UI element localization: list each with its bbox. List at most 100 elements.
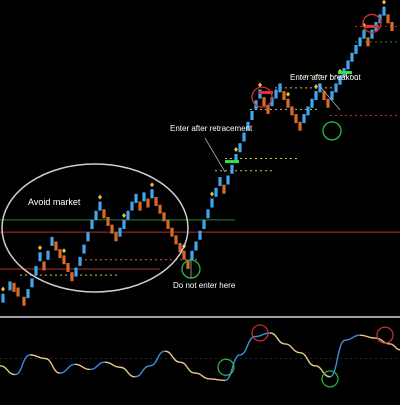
brick-down bbox=[114, 232, 118, 242]
oscillator-segment bbox=[329, 339, 346, 378]
brick-down bbox=[366, 37, 370, 47]
brick-down bbox=[294, 114, 298, 124]
oscillator-segment bbox=[374, 337, 391, 345]
brick-up bbox=[202, 220, 206, 230]
brick-up bbox=[338, 75, 342, 85]
entry-marker bbox=[259, 90, 273, 94]
brick-up bbox=[314, 91, 318, 101]
oscillator-segment bbox=[14, 354, 31, 376]
signal-circle bbox=[322, 121, 342, 141]
brick-down bbox=[262, 97, 266, 107]
brick-down bbox=[16, 287, 20, 297]
annotation-enter-retracement-pointer bbox=[204, 137, 226, 173]
brick-up bbox=[30, 278, 34, 288]
brick-down bbox=[386, 14, 390, 24]
signal-circle bbox=[362, 13, 382, 34]
oscillator-circle bbox=[251, 324, 269, 342]
annotation-do-not-enter: Do not enter here bbox=[173, 258, 236, 290]
oscillator-panel bbox=[0, 324, 400, 388]
brick-up bbox=[218, 177, 222, 187]
brick-down bbox=[12, 282, 16, 292]
brick-up bbox=[310, 98, 314, 108]
oscillator-segment bbox=[344, 334, 361, 341]
brick-down bbox=[322, 91, 326, 101]
oscillator-circle bbox=[376, 326, 394, 344]
brick-down bbox=[158, 204, 162, 214]
brick-up bbox=[1, 293, 5, 303]
entry-marker bbox=[338, 71, 352, 75]
brick-up bbox=[78, 256, 82, 266]
oscillator-segment bbox=[149, 350, 166, 367]
signal-diamond bbox=[286, 91, 290, 97]
oscillator-circle bbox=[217, 358, 235, 376]
brick-down bbox=[222, 184, 226, 194]
signal-diamond bbox=[210, 191, 214, 197]
oscillator-segment bbox=[164, 350, 181, 363]
brick-up bbox=[214, 187, 218, 197]
oscillator-segment bbox=[0, 365, 16, 376]
brick-up bbox=[90, 220, 94, 230]
brick-down bbox=[178, 243, 182, 253]
brick-up bbox=[330, 91, 334, 101]
avoid-zone-ellipse bbox=[1, 163, 189, 293]
signal-diamond bbox=[38, 245, 42, 251]
brick-up bbox=[118, 227, 122, 237]
brick-up bbox=[50, 236, 54, 246]
oscillator-segment bbox=[59, 363, 76, 374]
brick-down bbox=[390, 21, 394, 31]
brick-down bbox=[182, 250, 186, 260]
brick-up bbox=[86, 232, 90, 242]
oscillator-segment bbox=[314, 365, 331, 378]
oscillator-segment bbox=[194, 372, 211, 380]
brick-down bbox=[170, 227, 174, 237]
brick-up bbox=[362, 29, 366, 39]
brick-up bbox=[302, 114, 306, 124]
oscillator-segment bbox=[284, 343, 301, 354]
brick-up bbox=[26, 289, 30, 299]
brick-up bbox=[354, 45, 358, 55]
oscillator-segment bbox=[104, 361, 121, 368]
entry-marker bbox=[225, 160, 239, 164]
brick-down bbox=[22, 296, 26, 306]
oscillator-segment bbox=[89, 361, 106, 371]
brick-up bbox=[226, 175, 230, 185]
brick-up bbox=[230, 164, 234, 174]
brick-up bbox=[358, 37, 362, 47]
annotation-enter-breakout: Enter after breakout bbox=[290, 73, 361, 111]
brick-up bbox=[8, 281, 12, 291]
signal-diamond bbox=[234, 147, 238, 152]
brick-up bbox=[234, 154, 238, 163]
brick-up bbox=[246, 121, 250, 131]
annotation-enter-breakout-text: Enter after breakout bbox=[290, 73, 361, 82]
signal-diamond bbox=[122, 213, 126, 219]
signal-diamond bbox=[314, 84, 318, 90]
brick-down bbox=[110, 224, 114, 234]
brick-up bbox=[142, 192, 146, 202]
brick-up bbox=[190, 250, 194, 260]
brick-up bbox=[98, 201, 102, 211]
brick-down bbox=[70, 272, 74, 282]
entry-markers bbox=[225, 24, 379, 164]
signal-circles bbox=[181, 13, 382, 279]
brick-up bbox=[242, 132, 246, 142]
brick-up bbox=[38, 252, 42, 262]
oscillator-segment bbox=[359, 334, 376, 339]
brick-up bbox=[130, 201, 134, 211]
brick-up bbox=[258, 89, 262, 99]
brick-up bbox=[198, 230, 202, 240]
brick-down bbox=[106, 216, 110, 226]
brick-down bbox=[146, 198, 150, 208]
brick-up bbox=[334, 83, 338, 93]
brick-up bbox=[150, 189, 154, 199]
brick-down bbox=[298, 121, 302, 131]
brick-up bbox=[82, 244, 86, 254]
signal-circle bbox=[251, 86, 273, 108]
brick-up bbox=[318, 83, 322, 93]
signal-diamond bbox=[258, 82, 262, 88]
brick-down bbox=[66, 262, 70, 272]
brick-up bbox=[278, 83, 282, 93]
oscillator-segment bbox=[74, 363, 91, 371]
signal-diamond bbox=[1, 286, 5, 292]
brick-down bbox=[102, 209, 106, 219]
